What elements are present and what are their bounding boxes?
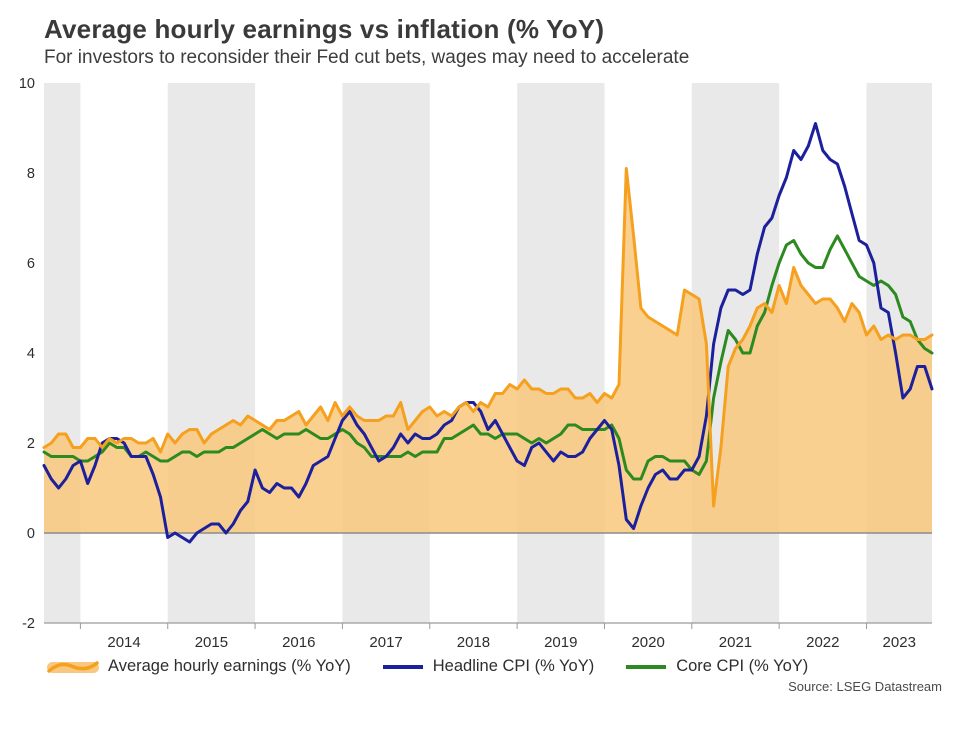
y-tick-label: 2 (27, 436, 35, 452)
source-credit: Source: LSEG Datastream (788, 679, 942, 694)
y-tick-label: 4 (27, 346, 35, 362)
headline-cpi-legend-label: Headline CPI (% YoY) (432, 657, 595, 675)
y-tick-label: -2 (22, 616, 35, 632)
core-cpi-line (42, 234, 934, 481)
earnings-legend-key-icon (47, 660, 99, 673)
y-tick-label: 10 (19, 76, 35, 92)
year-band (517, 83, 605, 623)
x-tick-label: 2018 (457, 634, 490, 651)
headline-cpi-legend-key-icon (382, 664, 423, 669)
chart-subtitle: For investors to reconsider their Fed cu… (44, 47, 690, 68)
y-tick-label: 0 (27, 526, 35, 542)
x-tick-label: 2022 (806, 634, 839, 651)
headline-cpi-line (42, 122, 934, 544)
legend-item-headline-cpi: Headline CPI (% YoY) (381, 657, 594, 676)
earnings-line (42, 167, 934, 508)
legend-item-core-cpi: Core CPI (% YoY) (624, 657, 808, 676)
legend-item-earnings: Average hourly earnings (% YoY) (46, 657, 351, 676)
legend: Average hourly earnings (% YoY) Headline… (46, 657, 960, 676)
year-band (342, 83, 430, 623)
x-tick-label: 2014 (107, 634, 140, 651)
chart-plot: 2014 2015 2016 2017 2018 2019 2020 2021 2022 2023… (19, 76, 934, 651)
x-tick-label: 2021 (719, 634, 752, 651)
year-band (167, 83, 256, 623)
year-band (44, 83, 81, 623)
core-cpi-legend-label: Core CPI (% YoY) (676, 657, 809, 675)
x-tick-label: 2015 (195, 634, 228, 651)
earnings-legend-label: Average hourly earnings (% YoY) (108, 657, 351, 675)
x-tick-label: 2020 (631, 634, 664, 651)
x-tick-label: 2019 (544, 634, 577, 651)
chart-title: Average hourly earnings vs inflation (% … (44, 14, 605, 44)
x-tick-label: 2017 (369, 634, 402, 651)
core-cpi-legend-key-icon (626, 664, 667, 669)
y-tick-label: 6 (27, 256, 35, 272)
chart-page: Average hourly earnings vs inflation (% … (0, 14, 960, 694)
x-tick-label: 2016 (282, 634, 315, 651)
x-tick-label: 2023 (883, 634, 916, 651)
y-tick-label: 8 (27, 166, 35, 182)
